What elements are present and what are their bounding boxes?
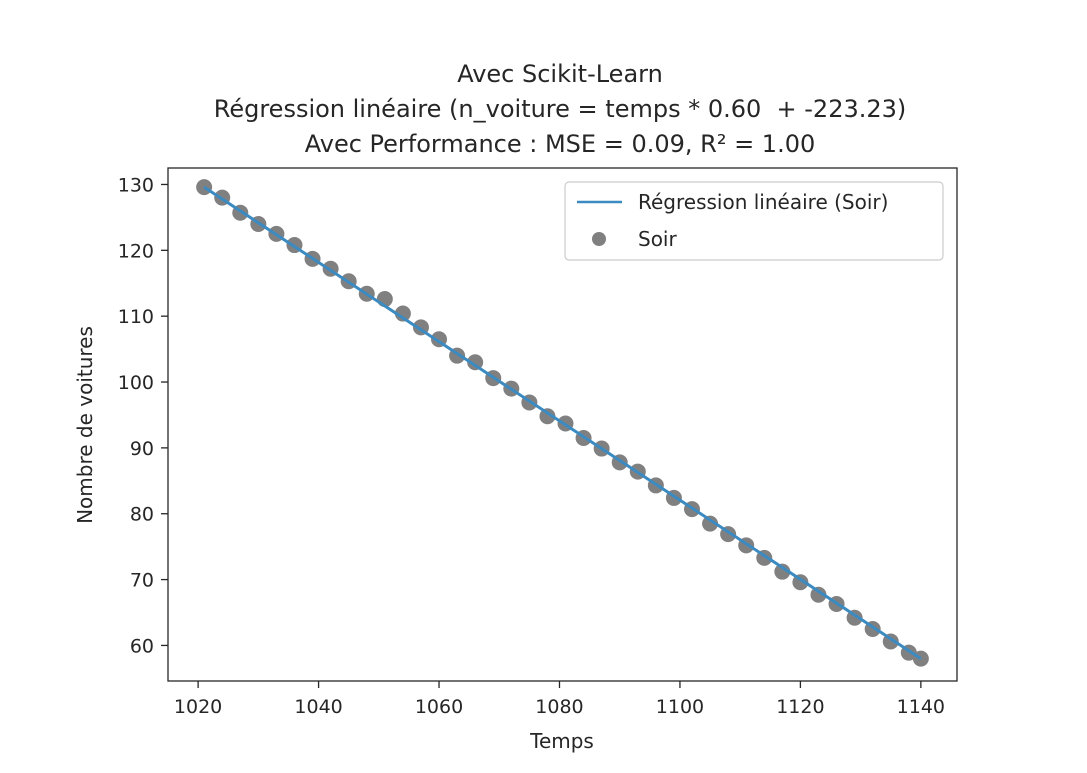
y-tick-label: 130 (118, 174, 154, 196)
scatter-point (702, 515, 719, 532)
y-tick-label: 70 (130, 570, 154, 592)
regression-series (203, 185, 922, 660)
y-tick-label: 100 (118, 372, 154, 394)
y-tick-label: 60 (130, 635, 154, 657)
x-tick-label: 1100 (656, 696, 704, 718)
y-axis-label: Nombre de voitures (73, 326, 97, 524)
y-axis: 60 70 80 90 100 110 120 130 (118, 174, 168, 657)
y-tick-label: 120 (118, 240, 154, 262)
legend-label-scatter: Soir (638, 227, 677, 251)
chart-title-line-2: Régression linéaire (n_voiture = temps *… (213, 95, 907, 123)
regression-line (203, 185, 922, 660)
legend-marker-swatch (592, 232, 606, 246)
scatter-point (394, 305, 411, 322)
x-axis-label: Temps (529, 729, 594, 753)
y-tick-label: 110 (118, 306, 154, 328)
chart-title-line-1: Avec Scikit-Learn (457, 60, 663, 88)
x-tick-label: 1060 (415, 696, 463, 718)
scatter-point (810, 586, 827, 603)
plot-frame (167, 167, 958, 682)
scatter-point (774, 563, 791, 580)
x-axis: 1020 1040 1060 1080 1100 1120 1140 (174, 681, 945, 718)
y-tick-label: 90 (130, 438, 154, 460)
x-tick-label: 1040 (294, 696, 342, 718)
x-tick-label: 1080 (535, 696, 583, 718)
chart-title-line-3: Avec Performance : MSE = 0.09, R² = 1.00 (304, 130, 816, 158)
legend: Régression linéaire (Soir) Soir (564, 181, 944, 261)
legend-label-line: Régression linéaire (Soir) (638, 190, 888, 214)
y-tick-label: 80 (130, 504, 154, 526)
legend-box (564, 181, 944, 261)
x-tick-label: 1120 (776, 696, 824, 718)
scatter-point (539, 408, 556, 425)
x-tick-label: 1140 (897, 696, 945, 718)
x-tick-label: 1020 (174, 696, 222, 718)
